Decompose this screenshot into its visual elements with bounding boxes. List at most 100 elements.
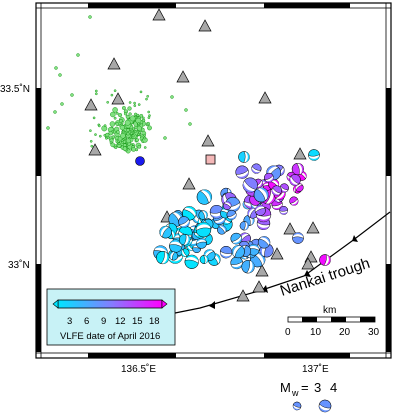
tremor-dot xyxy=(137,103,141,106)
seismic-station-triangle-icon xyxy=(258,91,272,104)
seismic-station-triangle-icon xyxy=(107,57,121,70)
beachball-focal-mechanism-icon xyxy=(254,204,266,216)
lat-tick-label-33-5: 33.5˚N xyxy=(0,83,30,95)
tremor-dot xyxy=(115,111,119,115)
tremor-dot xyxy=(133,101,136,105)
tremor-dot xyxy=(105,136,108,140)
tremor-dot xyxy=(124,119,131,126)
tremor-dot xyxy=(70,93,74,97)
tremor-dot xyxy=(60,102,64,106)
colorbar-tick-12: 12 xyxy=(115,316,126,327)
scale-bar-unit: km xyxy=(323,305,336,316)
tremor-dot xyxy=(130,131,133,135)
beachball-focal-mechanism-icon xyxy=(156,251,170,265)
tremor-dot xyxy=(46,126,50,130)
beachball-focal-mechanism-icon xyxy=(241,260,255,274)
tremor-dot xyxy=(145,97,148,101)
tremor-dot xyxy=(128,112,132,116)
tremor-dot xyxy=(116,130,120,134)
tremor-dot xyxy=(106,101,109,104)
tremor-dot xyxy=(109,141,113,145)
seismic-station-triangle-icon xyxy=(306,221,320,234)
seismic-station-triangle-icon xyxy=(293,147,307,160)
epicenter-circle-icon xyxy=(135,156,145,166)
tremor-dot xyxy=(145,123,149,127)
tremor-dot xyxy=(129,115,136,122)
tremor-dot xyxy=(120,139,124,142)
tremor-dot xyxy=(133,104,137,107)
beachball-focal-mechanism-icon xyxy=(209,204,224,219)
tremor-dot xyxy=(123,112,128,116)
tremor-dot xyxy=(137,144,142,149)
tremor-dot xyxy=(89,139,93,143)
tremor-dot xyxy=(147,125,152,131)
beachball-focal-mechanism-icon xyxy=(180,248,190,257)
seismic-station-triangle-icon xyxy=(252,280,266,293)
beachball-focal-mechanism-icon xyxy=(184,254,199,269)
tremor-dot xyxy=(103,133,107,137)
beachball-focal-mechanism-icon xyxy=(230,232,243,245)
tremor-dot xyxy=(139,114,144,118)
seismic-station-triangle-icon xyxy=(198,19,212,32)
tremor-dot xyxy=(113,116,117,120)
beachball-focal-mechanism-icon xyxy=(231,245,245,259)
beachball-focal-mechanism-icon xyxy=(196,189,213,205)
seismic-station-triangle-icon xyxy=(270,247,284,260)
tremor-dot xyxy=(114,145,118,149)
magnitude-equals: = xyxy=(301,380,309,395)
lon-tick-label-136-5: 136.5˚E xyxy=(121,363,156,375)
tremor-dot xyxy=(131,147,136,152)
beachball-focal-mechanism-icon xyxy=(253,187,269,203)
square-marker-icon xyxy=(205,154,216,165)
magnitude-value-3: 3 xyxy=(314,380,321,395)
beachball-focal-mechanism-icon xyxy=(178,216,190,228)
beachball-focal-mechanism-icon xyxy=(169,239,183,253)
beachball-focal-mechanism-icon xyxy=(195,221,212,238)
colorbar-caption: VLFE date of April 2016 xyxy=(60,331,160,342)
colorbar-tick-3: 3 xyxy=(67,316,72,327)
tremor-dot xyxy=(95,89,98,93)
seismic-station-triangle-icon xyxy=(111,92,125,105)
beachball-focal-mechanism-icon xyxy=(292,232,304,244)
tremor-dot xyxy=(184,108,188,112)
tremor-dot xyxy=(139,90,143,94)
magnitude-symbol: M xyxy=(280,380,291,395)
tremor-dot xyxy=(117,142,121,145)
focal-mechanisms xyxy=(153,149,331,274)
beachball-focal-mechanism-icon xyxy=(279,183,289,193)
tremor-dot xyxy=(125,138,131,144)
tremor-dot xyxy=(188,122,192,126)
seismic-station-triangle-icon xyxy=(88,143,102,156)
beachball-focal-mechanism-icon xyxy=(318,399,332,413)
beachball-focal-mechanism-icon xyxy=(219,246,233,259)
tremor-dot xyxy=(99,134,102,138)
tremor-dot xyxy=(137,122,140,125)
magnitude-subscript: w xyxy=(291,388,299,398)
seismic-station-triangle-icon xyxy=(84,98,98,111)
seismic-station-triangle-icon xyxy=(201,134,215,147)
seismic-station-triangle-icon xyxy=(176,70,190,83)
tremor-dot xyxy=(108,130,113,136)
tremor-dot xyxy=(89,129,92,132)
beachball-focal-mechanism-icon xyxy=(289,174,301,186)
scale-tick-20: 20 xyxy=(339,327,351,338)
colorbar-tick-9: 9 xyxy=(101,316,106,327)
tremor-dot xyxy=(147,110,150,114)
tremor-dot xyxy=(120,132,126,139)
beachball-focal-mechanism-icon xyxy=(247,244,260,256)
seismic-station-triangle-icon xyxy=(301,257,315,270)
tremor-dot xyxy=(95,92,98,96)
beachball-focal-mechanism-icon xyxy=(179,234,191,246)
magnitude-legend: M w = 3 4 xyxy=(280,380,337,413)
tremor-dot xyxy=(131,134,135,138)
beachball-focal-mechanism-icon xyxy=(271,185,282,196)
tremor-dot xyxy=(143,146,147,149)
tremor-dot xyxy=(123,137,127,141)
beachball-focal-mechanism-icon xyxy=(198,210,208,220)
lat-tick-label-33: 33˚N xyxy=(8,259,30,271)
tremor-dot xyxy=(148,114,151,117)
beachball-focal-mechanism-icon xyxy=(199,255,209,264)
tremor-dot xyxy=(109,121,116,127)
tremor-dot xyxy=(170,95,174,99)
beachball-focal-mechanism-icon xyxy=(294,183,304,192)
